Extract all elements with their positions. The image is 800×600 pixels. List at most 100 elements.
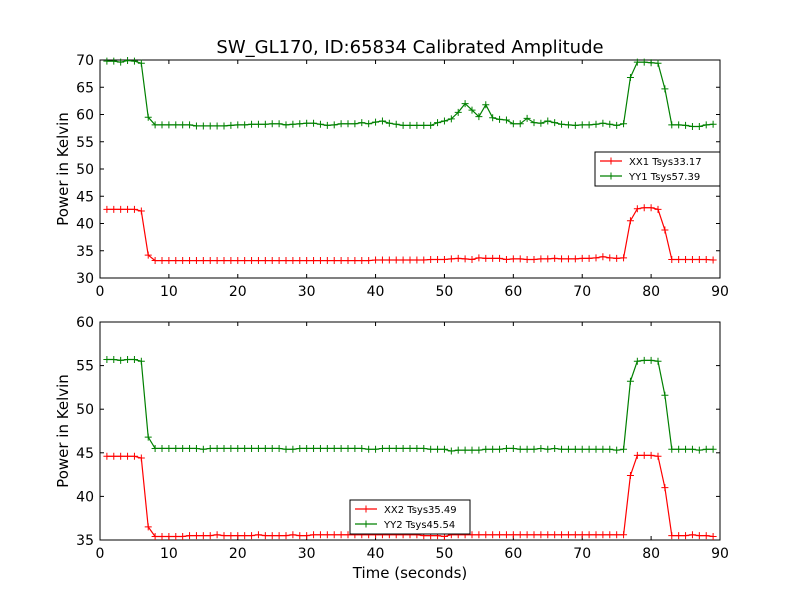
data-point-marker xyxy=(172,257,180,265)
data-point-marker xyxy=(241,257,249,265)
data-point-marker xyxy=(130,355,138,363)
data-point-marker xyxy=(482,101,490,109)
data-point-marker xyxy=(289,445,297,453)
data-point-marker xyxy=(626,377,634,385)
data-point-marker xyxy=(709,533,717,541)
data-point-marker xyxy=(179,121,187,129)
data-point-marker xyxy=(351,257,359,265)
data-point-marker xyxy=(551,119,559,127)
data-point-marker xyxy=(688,531,696,539)
data-point-marker xyxy=(254,120,262,128)
data-point-marker xyxy=(227,532,235,540)
data-point-marker xyxy=(434,255,442,263)
data-point-marker xyxy=(682,255,690,263)
data-point-marker xyxy=(578,254,586,262)
data-point-marker xyxy=(661,226,669,234)
x-tick-label: 30 xyxy=(298,546,316,562)
data-point-marker xyxy=(578,531,586,539)
data-point-marker xyxy=(406,444,414,452)
data-point-marker xyxy=(199,532,207,540)
data-point-marker xyxy=(420,444,428,452)
data-point-marker xyxy=(124,205,132,213)
data-point-marker xyxy=(668,121,676,129)
x-tick-label: 80 xyxy=(642,546,660,562)
data-point-marker xyxy=(158,257,166,265)
data-point-marker xyxy=(585,121,593,129)
data-point-marker xyxy=(454,446,462,454)
data-point-marker xyxy=(530,119,538,127)
data-point-marker xyxy=(640,58,648,66)
x-tick-label: 80 xyxy=(642,284,660,300)
data-point-marker xyxy=(558,445,566,453)
data-point-marker xyxy=(599,445,607,453)
data-point-marker xyxy=(509,444,517,452)
data-point-marker xyxy=(130,57,138,65)
data-point-marker xyxy=(489,114,497,122)
data-point-marker xyxy=(571,255,579,263)
data-point-marker xyxy=(110,452,118,460)
data-point-marker xyxy=(461,255,469,263)
data-point-marker xyxy=(682,445,690,453)
data-point-marker xyxy=(647,204,655,212)
data-point-marker xyxy=(413,444,421,452)
data-point-marker xyxy=(275,120,283,128)
data-point-marker xyxy=(633,451,641,459)
data-point-marker xyxy=(571,531,579,539)
x-tick-label: 20 xyxy=(229,546,247,562)
data-point-marker xyxy=(220,532,228,540)
data-point-marker xyxy=(220,257,228,265)
data-point-marker xyxy=(496,531,504,539)
data-point-marker xyxy=(137,454,145,462)
data-point-marker xyxy=(613,446,621,454)
x-tick-label: 30 xyxy=(298,284,316,300)
y-tick-label: 45 xyxy=(76,446,94,462)
data-point-marker xyxy=(599,253,607,261)
data-point-marker xyxy=(179,444,187,452)
data-point-marker xyxy=(654,357,662,365)
data-point-marker xyxy=(358,444,366,452)
data-point-marker xyxy=(695,255,703,263)
data-point-marker xyxy=(372,118,380,126)
data-point-marker xyxy=(427,255,435,263)
data-point-marker xyxy=(151,121,159,129)
data-point-marker xyxy=(330,531,338,539)
data-point-marker xyxy=(151,257,159,265)
data-point-marker xyxy=(151,533,159,541)
data-point-marker xyxy=(489,254,497,262)
data-point-marker xyxy=(489,531,497,539)
data-point-marker xyxy=(558,120,566,128)
data-point-marker xyxy=(440,117,448,125)
data-point-marker xyxy=(186,444,194,452)
data-point-marker xyxy=(358,119,366,127)
x-tick-label: 90 xyxy=(711,284,729,300)
data-point-marker xyxy=(578,445,586,453)
legend-entry: YY2 Tsys45.54 xyxy=(383,520,455,531)
data-point-marker xyxy=(406,256,414,264)
y-axis-label: Power in Kelvin xyxy=(54,112,72,226)
data-point-marker xyxy=(213,122,221,130)
data-point-marker xyxy=(103,205,111,213)
data-point-marker xyxy=(289,257,297,265)
data-point-marker xyxy=(316,444,324,452)
data-point-marker xyxy=(137,357,145,365)
y-tick-label: 55 xyxy=(76,135,94,151)
data-point-marker xyxy=(640,204,648,212)
data-point-marker xyxy=(310,531,318,539)
data-point-marker xyxy=(337,257,345,265)
series-line xyxy=(106,358,714,452)
data-point-marker xyxy=(633,357,641,365)
data-point-marker xyxy=(682,121,690,129)
data-point-marker xyxy=(323,257,331,265)
data-point-marker xyxy=(206,257,214,265)
data-point-marker xyxy=(668,532,676,540)
data-point-marker xyxy=(261,257,269,265)
data-point-marker xyxy=(399,444,407,452)
data-point-marker xyxy=(688,255,696,263)
data-point-marker xyxy=(475,113,483,121)
data-point-marker xyxy=(564,121,572,129)
data-point-marker xyxy=(227,121,235,129)
data-point-marker xyxy=(537,255,545,263)
data-point-marker xyxy=(261,120,269,128)
legend: XX1 Tsys33.17 YY1 Tsys57.39 xyxy=(594,151,721,187)
